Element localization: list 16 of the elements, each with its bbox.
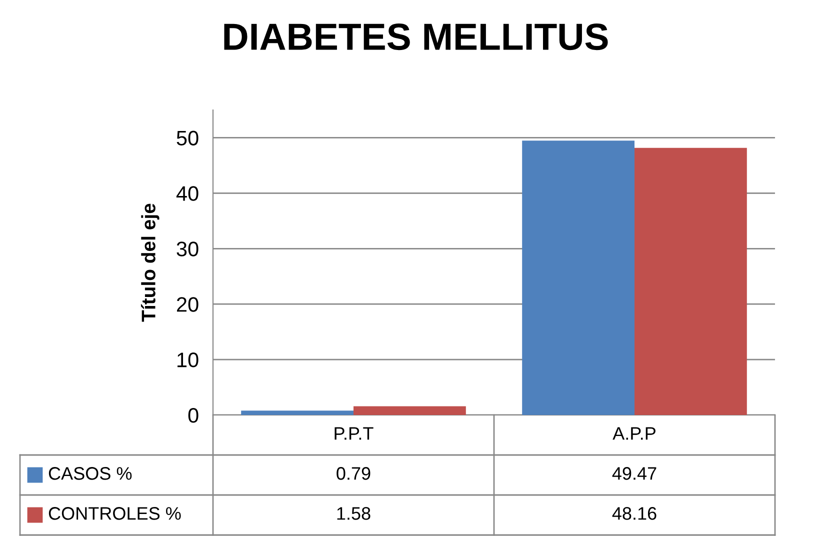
y-tick-label: 30	[176, 242, 198, 256]
y-axis-title: Título del eje	[140, 204, 160, 322]
y-tick-label: 40	[176, 186, 198, 201]
data-label: 1.58	[337, 507, 370, 520]
x-tick-label: A.P.P	[612, 427, 656, 440]
y-tick-label: 10	[178, 352, 198, 368]
legend-label: CASOS %	[48, 467, 132, 480]
y-tick-label: 20	[176, 297, 198, 312]
y-tick-label: 50	[176, 130, 198, 146]
legend-label: CONTROLES %	[48, 507, 181, 520]
x-tick-label: P.P.T	[334, 427, 374, 440]
data-label: 49.47	[612, 467, 656, 480]
chart-title: DIABETES MELLITUS	[224, 24, 608, 50]
data-label: 0.79	[336, 467, 370, 480]
y-tick-label: 0	[188, 408, 198, 423]
data-label: 48.16	[612, 507, 656, 520]
